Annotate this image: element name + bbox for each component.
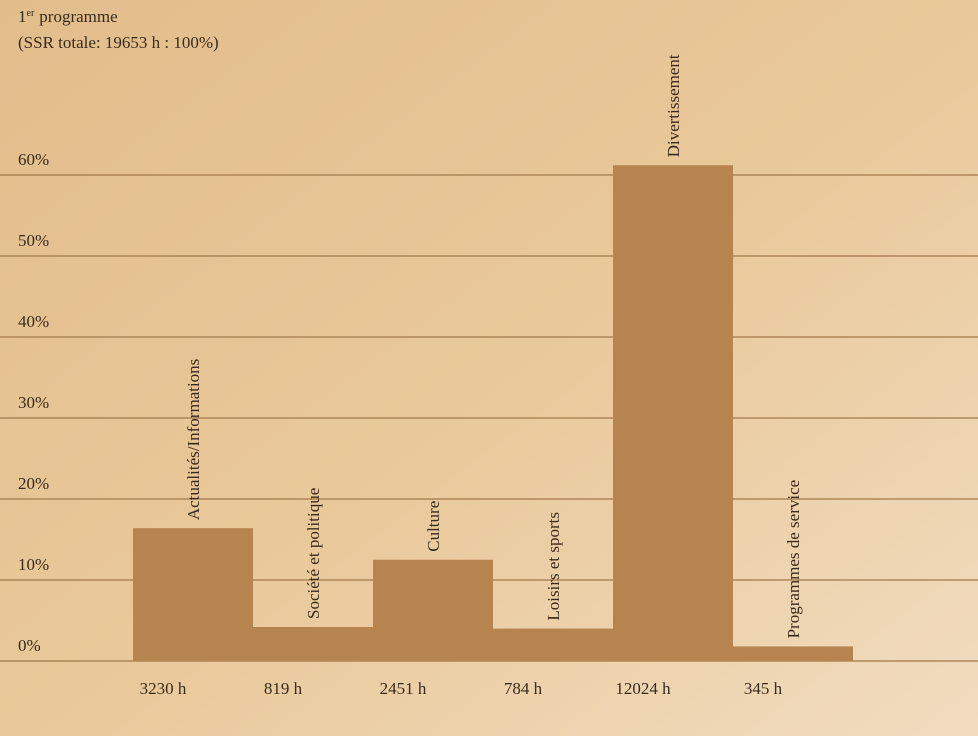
bar	[133, 528, 253, 661]
bar	[493, 628, 613, 661]
hour-label: 784 h	[504, 679, 543, 698]
bar	[253, 626, 373, 661]
category-label: Divertissement	[664, 54, 683, 157]
category-label: Loisirs et sports	[544, 512, 563, 621]
hour-label: 819 h	[264, 679, 303, 698]
category-label: Actualités/Informations	[184, 359, 203, 520]
category-label: Société et politique	[304, 488, 323, 619]
category-label: Programmes de service	[784, 480, 803, 639]
hour-label: 2451 h	[380, 679, 427, 698]
title-number: 1	[18, 7, 27, 26]
title-text: programme	[39, 7, 117, 26]
title-superscript: er	[27, 8, 35, 19]
bar	[373, 559, 493, 661]
chart-title: 1er programme	[18, 7, 118, 26]
category-label: Culture	[424, 501, 443, 552]
hour-label: 12024 h	[615, 679, 671, 698]
chart-subtitle: (SSR totale: 19653 h : 100%)	[18, 33, 219, 52]
y-tick-label: 20%	[18, 474, 49, 493]
bar	[733, 646, 853, 661]
y-tick-label: 0%	[18, 636, 41, 655]
hour-label: 3230 h	[140, 679, 187, 698]
y-tick-label: 30%	[18, 393, 49, 412]
bar	[613, 165, 733, 661]
hour-label: 345 h	[744, 679, 783, 698]
y-tick-label: 10%	[18, 555, 49, 574]
y-tick-label: 50%	[18, 231, 49, 250]
y-tick-label: 40%	[18, 312, 49, 331]
y-tick-label: 60%	[18, 150, 49, 169]
